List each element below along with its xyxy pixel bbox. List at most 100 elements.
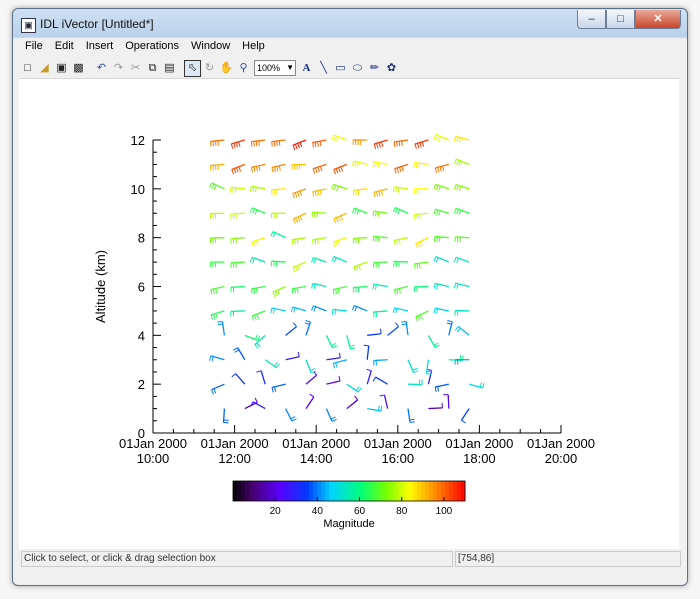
colorbar-cell (429, 481, 434, 501)
vector-barb (401, 323, 407, 326)
vector-barb (231, 373, 236, 378)
select-arrow-icon[interactable]: ⬁ (184, 59, 201, 77)
vector-barb (254, 187, 257, 193)
vector-arrow (415, 237, 429, 245)
vector-barb (437, 386, 440, 392)
colorbar-cell (285, 481, 290, 501)
vector-arrow (435, 255, 450, 263)
rotate-icon[interactable]: ↻ (204, 61, 215, 74)
maximize-button[interactable]: □ (606, 10, 635, 29)
vector-barb (333, 135, 337, 141)
vector-barb (294, 266, 298, 272)
vector-barb (249, 207, 253, 213)
pan-hand-icon[interactable]: ✋ (219, 61, 234, 74)
vector-barb (356, 162, 359, 168)
vector-barb (418, 163, 421, 169)
vector-barb (294, 288, 296, 294)
colorbar-cell (373, 481, 378, 501)
vector-barb (215, 288, 218, 294)
vector-barb (461, 419, 466, 424)
vector-barb (292, 218, 296, 224)
menu-window[interactable]: Window (191, 40, 231, 52)
colorbar-cell (425, 481, 430, 501)
vector-barb (256, 313, 260, 319)
vector-barb (312, 239, 314, 245)
zoom-dropdown[interactable]: 100% ▼ (254, 60, 296, 76)
close-button[interactable]: ✕ (635, 10, 681, 29)
vector-barb (435, 209, 439, 215)
rectangle-icon[interactable]: ▭ (335, 61, 346, 74)
chevron-down-icon: ▼ (286, 63, 294, 72)
colorbar-cell (305, 481, 310, 501)
vector-barb (233, 347, 238, 351)
vector-barb (291, 239, 294, 245)
vector-barb (351, 160, 355, 167)
vector-barb (454, 326, 459, 331)
vector-barb (447, 320, 453, 323)
vector-barb (438, 210, 441, 216)
lasso-icon[interactable]: ✿ (386, 61, 397, 74)
menu-insert[interactable]: Insert (85, 40, 114, 52)
vector-arrow (346, 383, 359, 393)
vector-arrow (373, 359, 388, 362)
print-icon[interactable]: ▩ (73, 61, 84, 74)
vector-barb (426, 373, 432, 375)
menu-operations[interactable]: Operations (125, 40, 180, 52)
colorbar-cell (349, 481, 354, 501)
zoom-icon[interactable]: ⚲ (239, 61, 248, 74)
vector-arrow (211, 383, 225, 391)
vector-barb (299, 142, 303, 148)
zoom-value: 100% (257, 63, 281, 73)
menu-file[interactable]: File (25, 40, 43, 52)
colorbar-cell (397, 481, 402, 501)
vector-barb (276, 140, 278, 147)
vector-barb (414, 143, 417, 149)
vector-barb (376, 143, 379, 149)
title-bar[interactable]: ▣ IDL iVector [Untitled*] – □ ✕ (13, 9, 687, 37)
vector-barb (396, 289, 399, 295)
open-folder-icon[interactable]: ◢ (40, 61, 49, 74)
cut-icon[interactable]: ✂ (130, 61, 141, 74)
colorbar-tick-label: 40 (312, 506, 324, 517)
vector-barb (270, 231, 274, 237)
vector-barb (357, 387, 362, 393)
vector-barb (209, 182, 213, 188)
menu-help[interactable]: Help (242, 40, 265, 52)
undo-icon[interactable]: ↶ (96, 61, 107, 74)
vector-arrow (434, 282, 449, 288)
vector-arrow (425, 359, 430, 374)
minimize-button[interactable]: – (577, 10, 606, 29)
redo-icon[interactable]: ↷ (113, 61, 124, 74)
y-tick-label: 4 (138, 328, 145, 343)
line-icon[interactable]: ╲ (320, 61, 327, 74)
vector-arrow (285, 356, 300, 361)
vector-barb (211, 183, 215, 189)
vector-barb (251, 167, 254, 173)
vector-barb (421, 141, 425, 147)
vector-arrow (312, 188, 327, 193)
vector-barb (333, 218, 337, 224)
ellipse-icon[interactable]: ⬭ (352, 61, 363, 74)
colorbar-cell (309, 481, 314, 501)
vector-barb (409, 421, 416, 423)
colorbar-cell (325, 481, 330, 501)
save-icon[interactable]: ▣ (56, 61, 67, 74)
paste-icon[interactable]: ▤ (164, 61, 175, 74)
colorbar-cell (369, 481, 374, 501)
vector-barb (392, 207, 396, 213)
vector-arrow (435, 163, 449, 169)
new-file-icon[interactable]: □ (24, 61, 31, 74)
vector-barb (412, 367, 418, 371)
copy-icon[interactable]: ⧉ (148, 61, 157, 74)
vector-arrow (230, 186, 245, 190)
menu-edit[interactable]: Edit (54, 40, 74, 52)
text-icon[interactable]: A (302, 61, 311, 74)
vector-barb (254, 314, 257, 320)
plot-canvas[interactable]: 0 2 4 6 8 10 12 Altitude (km) 01Jan 2000 10:00 01J… (19, 79, 679, 559)
vector-arrow (428, 407, 443, 410)
vector-barb (395, 187, 398, 193)
freehand-icon[interactable]: ✏ (369, 61, 380, 74)
vector-arrow (271, 383, 286, 389)
vector-barb (339, 352, 341, 358)
